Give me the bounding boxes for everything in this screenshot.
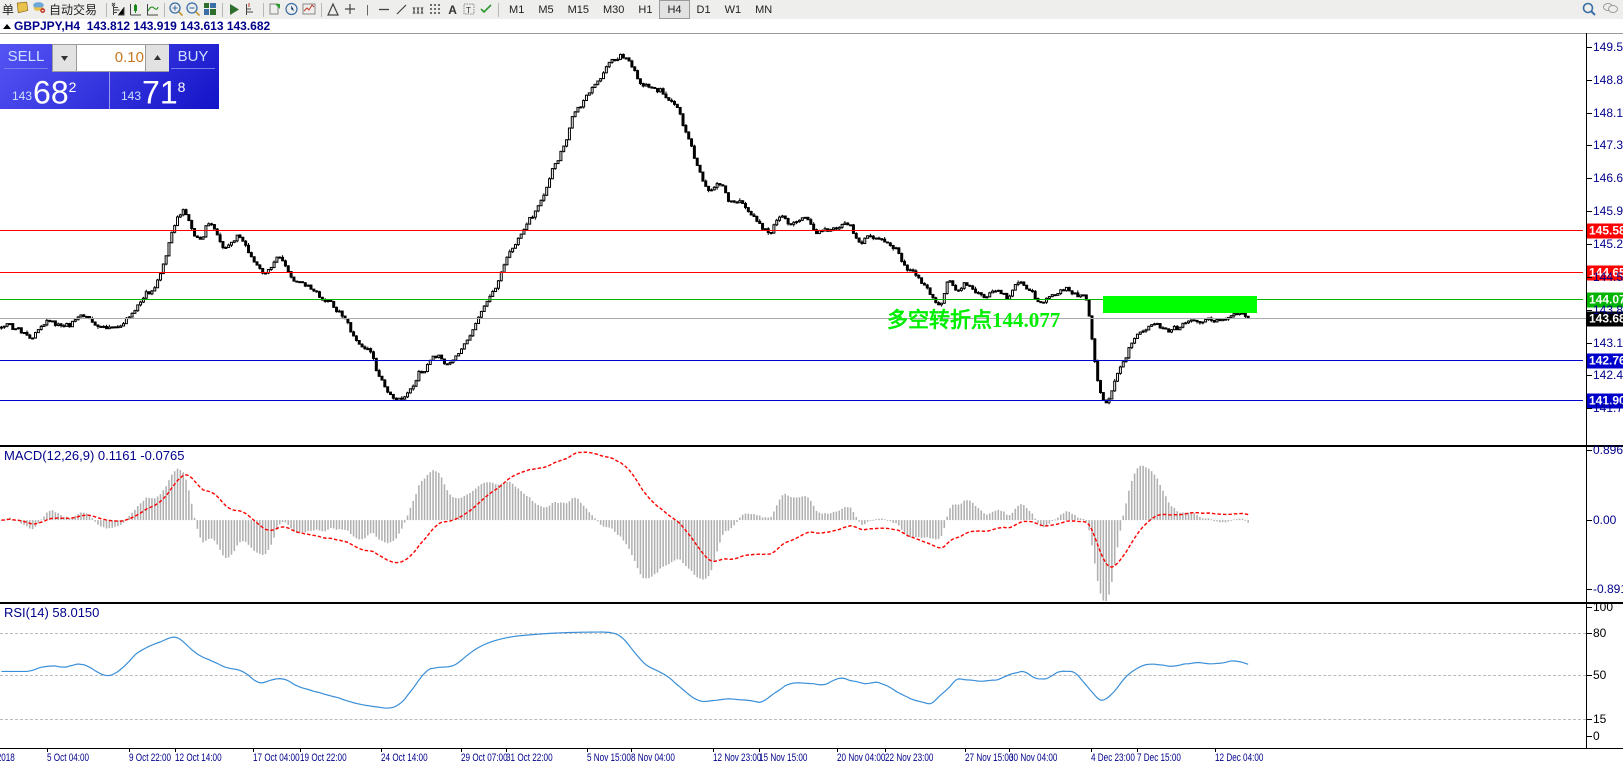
svg-text:T: T	[466, 6, 471, 15]
